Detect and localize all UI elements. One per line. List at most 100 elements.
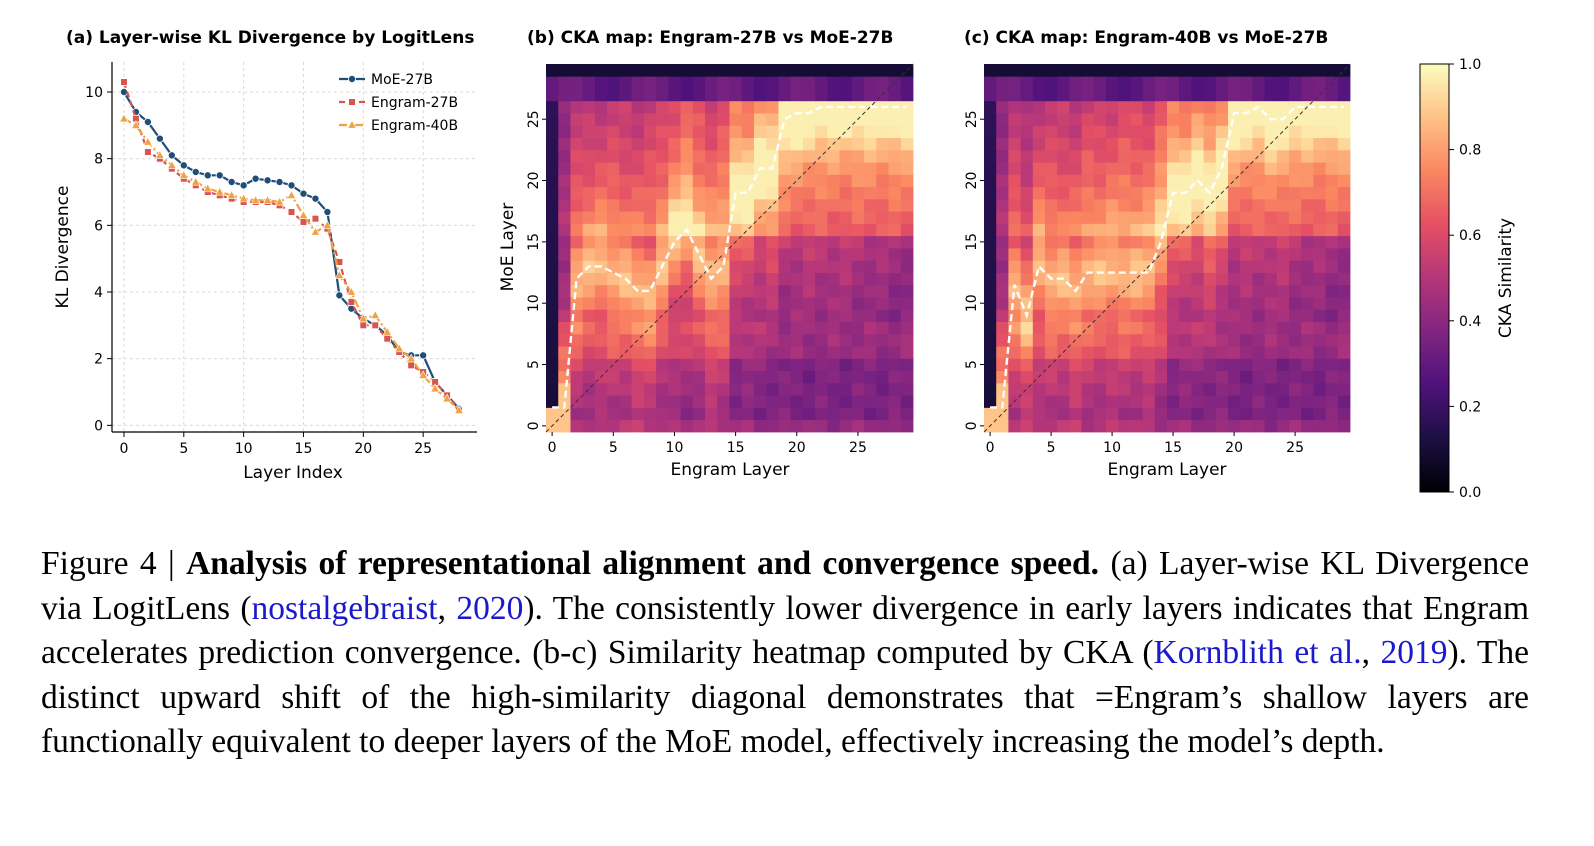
heatmap-cell [851, 248, 865, 261]
heatmap-cell [802, 113, 816, 126]
heatmap-cell [1020, 284, 1034, 298]
heatmap-cell [1081, 395, 1095, 408]
heatmap-cell [1057, 309, 1070, 322]
heatmap-cell [753, 223, 767, 237]
heatmap-cell [1203, 211, 1217, 224]
citation-link-author[interactable]: Kornblith et al. [1153, 634, 1362, 671]
heatmap-cell [570, 370, 584, 384]
heatmap-cell [851, 149, 865, 163]
heatmap-cell [643, 198, 657, 212]
heatmap-cell [668, 395, 681, 408]
heatmap-cell [1020, 113, 1034, 126]
heatmap-cell [607, 235, 620, 249]
heatmap-cell [1106, 321, 1119, 335]
heatmap-cell [1081, 235, 1095, 249]
citation-link-year[interactable]: 2020 [456, 589, 524, 627]
heatmap-cell [607, 370, 620, 384]
heatmap-cell [570, 88, 584, 102]
heatmap-cell [1203, 64, 1217, 77]
heatmap-cell [815, 162, 828, 175]
heatmap-cell [1301, 309, 1314, 322]
citation-link-year[interactable]: 2019 [1380, 634, 1448, 671]
heatmap-cell [643, 235, 657, 249]
heatmap-cell [1093, 272, 1107, 286]
heatmap-cell [790, 64, 804, 77]
heatmap-cell [1191, 235, 1204, 249]
heatmap-cell [717, 284, 730, 298]
heatmap-cell [643, 395, 657, 408]
heatmap-cell [1252, 382, 1265, 396]
heatmap-cell [582, 113, 596, 126]
heatmap-cell [815, 382, 828, 396]
heatmap-cell [1276, 260, 1290, 273]
heatmap-cell [876, 309, 889, 322]
heatmap-cell [1301, 113, 1314, 126]
heatmap-cell [582, 395, 596, 408]
heatmap-cell [1313, 211, 1326, 224]
data-point [191, 167, 200, 176]
data-point [275, 177, 284, 186]
heatmap-cell [607, 186, 620, 200]
heatmap-cell [1264, 407, 1278, 421]
heatmap-cell [1264, 64, 1278, 77]
heatmap-cell [851, 162, 865, 175]
heatmap-cell [1008, 149, 1021, 163]
heatmap-cell [1228, 407, 1241, 421]
colorbar-tick-label: 0.8 [1459, 143, 1481, 159]
heatmap-cell [753, 370, 767, 384]
heatmap-cell [1154, 346, 1168, 359]
heatmap-cell [1313, 407, 1326, 421]
heatmap-cell [1313, 382, 1326, 396]
heatmap-cell [1228, 358, 1241, 372]
heatmap-cell [1203, 198, 1217, 212]
heatmap-cell [631, 248, 645, 261]
heatmap-cell [717, 76, 730, 89]
heatmap-cell [900, 309, 914, 322]
heatmap-cell [619, 407, 633, 421]
heatmap-cell [1008, 88, 1021, 102]
heatmap-cell [1130, 137, 1143, 151]
heatmap-cell [851, 284, 865, 298]
heatmap-cell [1057, 76, 1070, 89]
heatmap-cell [656, 162, 669, 175]
heatmap-cell [1118, 186, 1131, 200]
heatmap-cell [1179, 370, 1192, 384]
heatmap-cell [680, 358, 694, 372]
heatmap-cell [668, 76, 681, 89]
heatmap-cell [1252, 198, 1265, 212]
heatmap-cell [643, 113, 657, 126]
heatmap-cell [1069, 346, 1082, 359]
heatmap-cell [1289, 125, 1302, 138]
heatmap-cell [558, 395, 571, 408]
heatmap-cell [619, 358, 633, 372]
heatmap-cell [1215, 370, 1229, 384]
heatmap-cell [1106, 211, 1119, 224]
heatmap-cell [996, 382, 1009, 396]
heatmap-cell [1093, 321, 1107, 335]
heatmap-cell [1203, 297, 1217, 310]
heatmap-cell [705, 297, 718, 310]
data-point [371, 321, 380, 330]
heatmap-cell [607, 272, 620, 286]
heatmap-cell [1154, 297, 1168, 310]
heatmap-cell [1081, 260, 1095, 273]
heatmap-cell [546, 395, 559, 408]
citation-link-author[interactable]: nostalgebraist [251, 589, 438, 627]
heatmap-cell [839, 346, 853, 359]
heatmap-cell [827, 419, 840, 433]
heatmap-cell [1154, 235, 1168, 249]
heatmap-cell [729, 395, 743, 408]
heatmap-cell [729, 198, 743, 212]
heatmap-cell [1045, 174, 1058, 188]
heatmap-cell [1069, 419, 1082, 433]
heatmap-cell [1301, 333, 1314, 347]
heatmap-cell [1093, 382, 1107, 396]
heatmap-cell [1081, 284, 1095, 298]
heatmap-cell [1008, 64, 1021, 77]
heatmap-cell [729, 382, 743, 396]
heatmap-cell [1093, 162, 1107, 175]
heatmap-cell [1179, 223, 1192, 237]
data-point [274, 196, 285, 206]
heatmap-cell [1008, 407, 1021, 421]
heatmap-cell [1118, 125, 1131, 138]
